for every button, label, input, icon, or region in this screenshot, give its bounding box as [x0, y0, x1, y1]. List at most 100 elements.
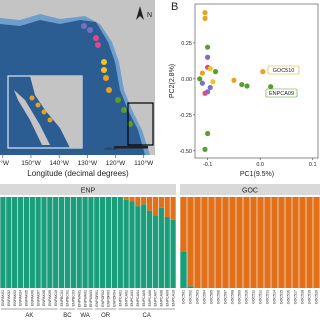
bar-segment — [250, 197, 257, 288]
x-tick-label: GOC507 — [224, 290, 228, 304]
x-tick-label: ENPCA05 — [142, 290, 146, 306]
bar-segment — [141, 197, 147, 205]
bar-segment — [141, 204, 147, 288]
region-label: BC — [63, 313, 72, 319]
point — [202, 90, 208, 96]
point — [205, 130, 211, 137]
x-tick-label: ENPAK01 — [1, 290, 5, 306]
x-tick-label: GOC515 — [280, 290, 284, 304]
x-tick-label: 0.0 — [256, 162, 264, 168]
bar-segment — [94, 197, 100, 288]
point — [260, 69, 266, 75]
bar-segment — [264, 197, 271, 288]
bar-segment — [129, 201, 135, 288]
bar-segment — [187, 286, 194, 288]
bar-segment — [164, 217, 170, 288]
bar-segment — [271, 197, 278, 288]
x-tick-label: GOC520 — [315, 290, 319, 304]
x-tick-label: ENPCA04 — [136, 290, 140, 306]
bar-segment — [123, 197, 129, 200]
bar-segment — [135, 197, 141, 207]
bar-segment — [313, 197, 320, 288]
x-tick-label: ENPBC01 — [60, 290, 64, 306]
map: N 1000 km Longitude (decimal degrees) — [0, 0, 155, 178]
x-tick-label: 130°W — [78, 159, 98, 167]
bar-segment — [236, 197, 243, 288]
bar-segment — [88, 197, 94, 288]
y-tick-label: 0.25 — [181, 41, 192, 47]
point — [210, 79, 216, 85]
bar-segment — [170, 219, 176, 288]
inset-site — [47, 117, 53, 123]
bar-segment — [229, 197, 236, 288]
site — [81, 23, 87, 29]
bar-segment — [41, 197, 47, 288]
bar-segment — [0, 197, 6, 288]
point — [231, 77, 237, 83]
x-tick-label: ENPCA03 — [130, 290, 134, 306]
inset-site — [41, 109, 47, 115]
x-tick-label: ENPAK04 — [19, 290, 23, 306]
region-label: OR — [101, 313, 111, 319]
bar-segment — [23, 197, 30, 288]
x-tick-label: ENPAK02 — [7, 290, 11, 306]
x-tick-label: GOC502 — [189, 290, 193, 304]
point — [197, 76, 203, 82]
bar-segment — [158, 197, 164, 208]
site — [106, 87, 112, 93]
point — [205, 44, 211, 50]
x-tick-label: GOC510 — [245, 290, 249, 304]
site — [93, 35, 99, 41]
x-tick-label: ENPOR03 — [107, 290, 111, 307]
bar-segment — [170, 197, 176, 220]
bar-segment — [194, 197, 201, 288]
y-axis-label: PC2(2.8%) — [169, 64, 176, 98]
bar-segment — [129, 197, 135, 202]
bar-segment — [152, 197, 159, 216]
point — [239, 81, 245, 88]
x-tick-label: 140°W — [49, 159, 69, 167]
bar-segment — [135, 206, 141, 288]
point — [205, 54, 211, 60]
bar-segment — [123, 199, 129, 288]
y-tick-label: -0.25 — [179, 113, 192, 119]
scale-label: 1000 km — [104, 147, 118, 151]
bar-segment — [111, 197, 118, 288]
x-tick-label: ENPAK03 — [13, 290, 17, 306]
point — [199, 80, 205, 86]
sample-sites — [81, 23, 133, 127]
bar-segment — [164, 197, 170, 218]
bar-segment — [47, 197, 53, 288]
x-tick-label: ENPBC02 — [66, 290, 70, 306]
x-tick-label: 0°W — [0, 159, 10, 167]
bar-segment — [215, 197, 222, 288]
x-tick-label: ENPBC03 — [72, 290, 76, 306]
x-tick-label: GOC516 — [287, 290, 291, 304]
bar-segment — [146, 210, 153, 288]
point — [202, 15, 208, 21]
site — [101, 67, 107, 73]
x-tick-label: GOC517 — [294, 290, 298, 304]
x-tick-label: GOC505 — [210, 290, 214, 304]
bar-segment — [53, 197, 59, 288]
site — [95, 42, 101, 48]
x-axis-label: PC1(9.5%) — [240, 171, 274, 178]
x-tick-label: GOC519 — [308, 290, 312, 304]
y-tick-label: -0.50 — [179, 149, 192, 155]
x-tick-label: GOC518 — [301, 290, 305, 304]
x-tick-label: ENPOR02 — [101, 290, 105, 307]
x-tick-label: ENPCA09 — [165, 290, 169, 306]
bar-segment — [158, 207, 164, 288]
bar-segment — [222, 197, 229, 288]
region-label: WA — [80, 313, 89, 319]
x-tick-label: GOC504 — [203, 290, 207, 304]
point — [202, 146, 208, 152]
point — [207, 84, 213, 91]
x-tick-label: ENPCA01 — [118, 290, 122, 306]
bar-segment — [70, 197, 76, 288]
x-tick-label: -0.1 — [203, 162, 212, 168]
bar-segment — [285, 197, 292, 288]
bar-segment — [17, 197, 24, 288]
annotation-box — [267, 65, 300, 75]
